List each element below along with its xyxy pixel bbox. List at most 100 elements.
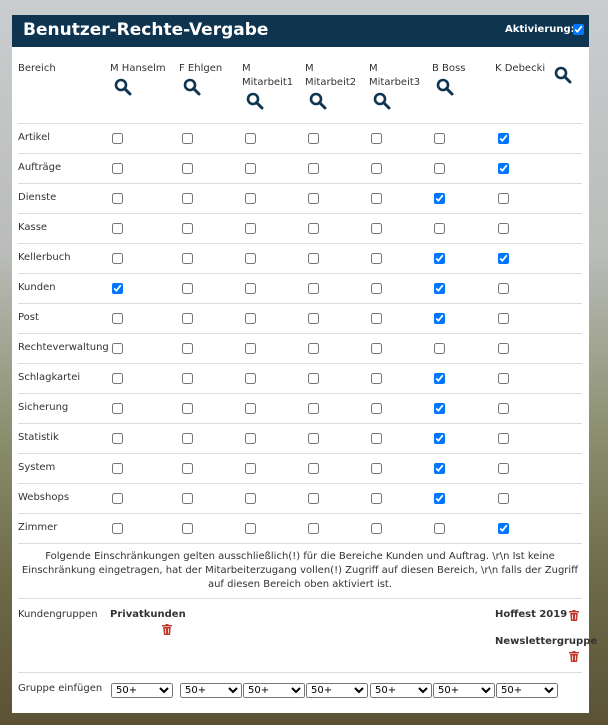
permission-checkbox[interactable] <box>308 433 319 444</box>
permission-checkbox[interactable] <box>308 223 319 234</box>
permission-checkbox[interactable] <box>434 493 445 504</box>
permission-checkbox[interactable] <box>434 223 445 234</box>
permission-checkbox[interactable] <box>498 163 509 174</box>
search-button[interactable] <box>554 66 572 87</box>
permission-checkbox[interactable] <box>182 163 193 174</box>
permission-checkbox[interactable] <box>112 403 123 414</box>
search-icon[interactable] <box>436 78 454 96</box>
permission-checkbox[interactable] <box>498 433 509 444</box>
permission-checkbox[interactable] <box>182 493 193 504</box>
permission-checkbox[interactable] <box>308 403 319 414</box>
permission-checkbox[interactable] <box>245 223 256 234</box>
permission-checkbox[interactable] <box>308 193 319 204</box>
group-select[interactable]: 50+ <box>306 683 368 698</box>
permission-checkbox[interactable] <box>371 403 382 414</box>
group-select[interactable]: 50+ <box>433 683 495 698</box>
group-select[interactable]: 50+ <box>370 683 432 698</box>
permission-checkbox[interactable] <box>182 253 193 264</box>
permission-checkbox[interactable] <box>371 193 382 204</box>
permission-checkbox[interactable] <box>371 523 382 534</box>
permission-checkbox[interactable] <box>245 463 256 474</box>
permission-checkbox[interactable] <box>112 133 123 144</box>
search-icon[interactable] <box>183 78 201 96</box>
permission-checkbox[interactable] <box>182 133 193 144</box>
permission-checkbox[interactable] <box>308 523 319 534</box>
permission-checkbox[interactable] <box>182 313 193 324</box>
search-icon[interactable] <box>554 66 572 84</box>
permission-checkbox[interactable] <box>434 283 445 294</box>
search-icon[interactable] <box>373 92 391 110</box>
permission-checkbox[interactable] <box>245 493 256 504</box>
permission-checkbox[interactable] <box>498 463 509 474</box>
permission-checkbox[interactable] <box>434 463 445 474</box>
permission-checkbox[interactable] <box>245 313 256 324</box>
permission-checkbox[interactable] <box>245 283 256 294</box>
permission-checkbox[interactable] <box>498 493 509 504</box>
permission-checkbox[interactable] <box>112 223 123 234</box>
permission-checkbox[interactable] <box>245 163 256 174</box>
permission-checkbox[interactable] <box>245 133 256 144</box>
permission-checkbox[interactable] <box>308 463 319 474</box>
permission-checkbox[interactable] <box>308 343 319 354</box>
permission-checkbox[interactable] <box>371 373 382 384</box>
group-select[interactable]: 50+ <box>111 683 173 698</box>
activation-checkbox[interactable] <box>573 24 584 35</box>
permission-checkbox[interactable] <box>371 493 382 504</box>
permission-checkbox[interactable] <box>308 283 319 294</box>
permission-checkbox[interactable] <box>308 253 319 264</box>
permission-checkbox[interactable] <box>182 193 193 204</box>
permission-checkbox[interactable] <box>371 163 382 174</box>
search-icon[interactable] <box>309 92 327 110</box>
permission-checkbox[interactable] <box>182 463 193 474</box>
permission-checkbox[interactable] <box>371 343 382 354</box>
permission-checkbox[interactable] <box>498 283 509 294</box>
permission-checkbox[interactable] <box>434 313 445 324</box>
permission-checkbox[interactable] <box>245 253 256 264</box>
permission-checkbox[interactable] <box>498 253 509 264</box>
permission-checkbox[interactable] <box>498 523 509 534</box>
permission-checkbox[interactable] <box>112 373 123 384</box>
permission-checkbox[interactable] <box>434 343 445 354</box>
permission-checkbox[interactable] <box>112 253 123 264</box>
permission-checkbox[interactable] <box>245 193 256 204</box>
permission-checkbox[interactable] <box>245 403 256 414</box>
permission-checkbox[interactable] <box>245 433 256 444</box>
permission-checkbox[interactable] <box>371 463 382 474</box>
permission-checkbox[interactable] <box>498 223 509 234</box>
permission-checkbox[interactable] <box>182 403 193 414</box>
permission-checkbox[interactable] <box>498 193 509 204</box>
permission-checkbox[interactable] <box>112 493 123 504</box>
permission-checkbox[interactable] <box>498 343 509 354</box>
permission-checkbox[interactable] <box>434 133 445 144</box>
permission-checkbox[interactable] <box>434 433 445 444</box>
permission-checkbox[interactable] <box>112 163 123 174</box>
permission-checkbox[interactable] <box>182 433 193 444</box>
permission-checkbox[interactable] <box>245 373 256 384</box>
permission-checkbox[interactable] <box>112 463 123 474</box>
permission-checkbox[interactable] <box>434 523 445 534</box>
permission-checkbox[interactable] <box>498 403 509 414</box>
group-select[interactable]: 50+ <box>180 683 242 698</box>
permission-checkbox[interactable] <box>112 193 123 204</box>
permission-checkbox[interactable] <box>498 373 509 384</box>
permission-checkbox[interactable] <box>434 403 445 414</box>
permission-checkbox[interactable] <box>112 283 123 294</box>
group-select[interactable]: 50+ <box>496 683 558 698</box>
group-select[interactable]: 50+ <box>243 683 305 698</box>
search-icon[interactable] <box>114 78 132 96</box>
permission-checkbox[interactable] <box>371 133 382 144</box>
permission-checkbox[interactable] <box>371 223 382 234</box>
permission-checkbox[interactable] <box>112 313 123 324</box>
permission-checkbox[interactable] <box>371 283 382 294</box>
permission-checkbox[interactable] <box>182 343 193 354</box>
permission-checkbox[interactable] <box>308 133 319 144</box>
delete-icon[interactable] <box>569 610 579 621</box>
permission-checkbox[interactable] <box>434 253 445 264</box>
permission-checkbox[interactable] <box>112 523 123 534</box>
permission-checkbox[interactable] <box>308 163 319 174</box>
permission-checkbox[interactable] <box>371 253 382 264</box>
permission-checkbox[interactable] <box>182 523 193 534</box>
permission-checkbox[interactable] <box>182 223 193 234</box>
permission-checkbox[interactable] <box>308 493 319 504</box>
permission-checkbox[interactable] <box>434 163 445 174</box>
